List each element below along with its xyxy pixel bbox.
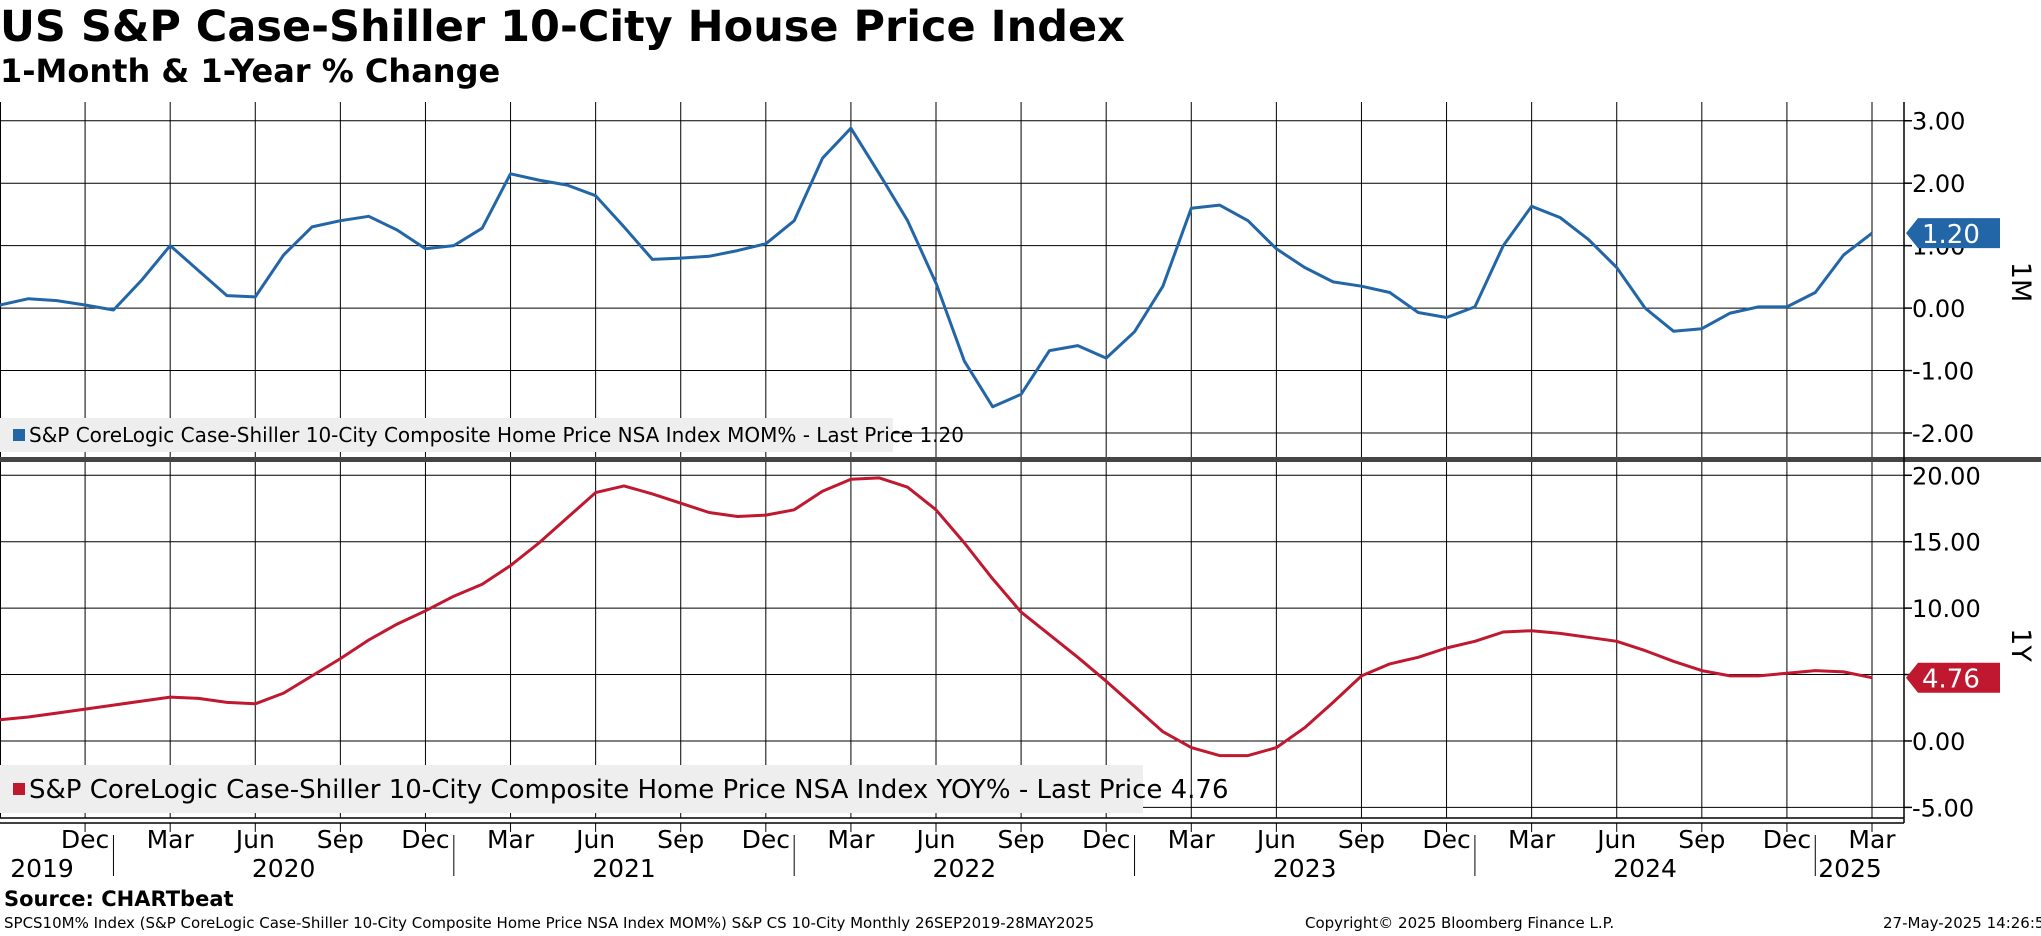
mom-last-price-value: 1.20 bbox=[1922, 220, 1980, 250]
panel-separator bbox=[0, 457, 2041, 462]
yoy-legend-swatch bbox=[13, 783, 25, 795]
y-tick-label: 20.00 bbox=[1912, 462, 1981, 490]
chart-title: US S&P Case-Shiller 10-City House Price … bbox=[0, 2, 1125, 52]
x-tick-label-month: Dec bbox=[742, 825, 790, 854]
x-tick-label-month: Sep bbox=[657, 825, 704, 854]
x-tick-label-month: Mar bbox=[1848, 825, 1896, 854]
x-tick-label-month: Jun bbox=[574, 825, 615, 854]
y-tick-label: -5.00 bbox=[1912, 794, 1974, 822]
yoy-last-price-value: 4.76 bbox=[1922, 665, 1980, 695]
y-tick-label: 3.00 bbox=[1912, 108, 1965, 136]
mom-legend-text: S&P CoreLogic Case-Shiller 10-City Compo… bbox=[29, 423, 964, 447]
yoy-legend-text: S&P CoreLogic Case-Shiller 10-City Compo… bbox=[29, 775, 1229, 805]
x-tick-label-month: Sep bbox=[1678, 825, 1725, 854]
x-tick-label-year: 2022 bbox=[933, 854, 997, 883]
x-tick-label-month: Sep bbox=[317, 825, 364, 854]
y-tick-label: 0.00 bbox=[1912, 295, 1965, 323]
x-tick-label-month: Dec bbox=[1763, 825, 1811, 854]
x-tick-label-month: Jun bbox=[914, 825, 955, 854]
y-tick-label: 0.00 bbox=[1912, 728, 1965, 756]
x-tick-label-year: 2019 bbox=[10, 854, 74, 883]
axes: 3.002.001.000.00-1.00-2.001.201M20.0015.… bbox=[0, 102, 2041, 883]
x-tick-label-month: Mar bbox=[1168, 825, 1216, 854]
x-tick-label-year: 2021 bbox=[592, 854, 656, 883]
index-description: SPCS10M% Index (S&P CoreLogic Case-Shill… bbox=[4, 914, 1095, 932]
mom-legend-box bbox=[0, 418, 893, 452]
legends: S&P CoreLogic Case-Shiller 10-City Compo… bbox=[0, 418, 1229, 813]
x-tick-label-month: Mar bbox=[827, 825, 875, 854]
timestamp: 27-May-2025 14:26:51 bbox=[1883, 914, 2041, 932]
x-tick-label-month: Dec bbox=[1422, 825, 1470, 854]
y-tick-label: 10.00 bbox=[1912, 595, 1981, 623]
mom-series-line bbox=[0, 126, 1873, 409]
x-tick-label-month: Sep bbox=[1338, 825, 1385, 854]
x-tick-label-month: Jun bbox=[1255, 825, 1296, 854]
copyright: Copyright© 2025 Bloomberg Finance L.P. bbox=[1305, 914, 1615, 932]
x-tick-label-month: Sep bbox=[998, 825, 1045, 854]
x-tick-label-month: Jun bbox=[1595, 825, 1636, 854]
x-tick-label-month: Mar bbox=[487, 825, 535, 854]
x-tick-label-month: Dec bbox=[401, 825, 449, 854]
series-lines bbox=[0, 126, 1873, 758]
y-tick-label: -1.00 bbox=[1912, 358, 1974, 386]
y-tick-label: -2.00 bbox=[1912, 420, 1974, 448]
x-tick-label-year: 2024 bbox=[1613, 854, 1677, 883]
x-tick-label-month: Mar bbox=[147, 825, 195, 854]
x-tick-label-year: 2023 bbox=[1273, 854, 1337, 883]
x-tick-label-year: 2020 bbox=[252, 854, 316, 883]
panel-label-1m: 1M bbox=[2005, 262, 2036, 302]
mom-last-price-tag bbox=[1906, 218, 2000, 249]
x-tick-label-month: Dec bbox=[1082, 825, 1130, 854]
y-tick-label: 2.00 bbox=[1912, 170, 1965, 198]
yoy-series-line bbox=[0, 476, 1873, 758]
chart-subtitle: 1-Month & 1-Year % Change bbox=[0, 52, 501, 90]
x-tick-label-month: Dec bbox=[61, 825, 109, 854]
x-tick-label-year: 2025 bbox=[1818, 854, 1882, 883]
panel-label-1y: 1Y bbox=[2005, 628, 2036, 662]
y-tick-label: 15.00 bbox=[1912, 529, 1981, 557]
yoy-legend-box bbox=[0, 765, 1143, 813]
yoy-last-price-tag bbox=[1906, 662, 2000, 693]
source-label: Source: CHARTbeat bbox=[4, 887, 234, 911]
x-tick-label-month: Jun bbox=[234, 825, 275, 854]
x-tick-label-month: Mar bbox=[1508, 825, 1556, 854]
mom-legend-swatch bbox=[13, 429, 25, 441]
